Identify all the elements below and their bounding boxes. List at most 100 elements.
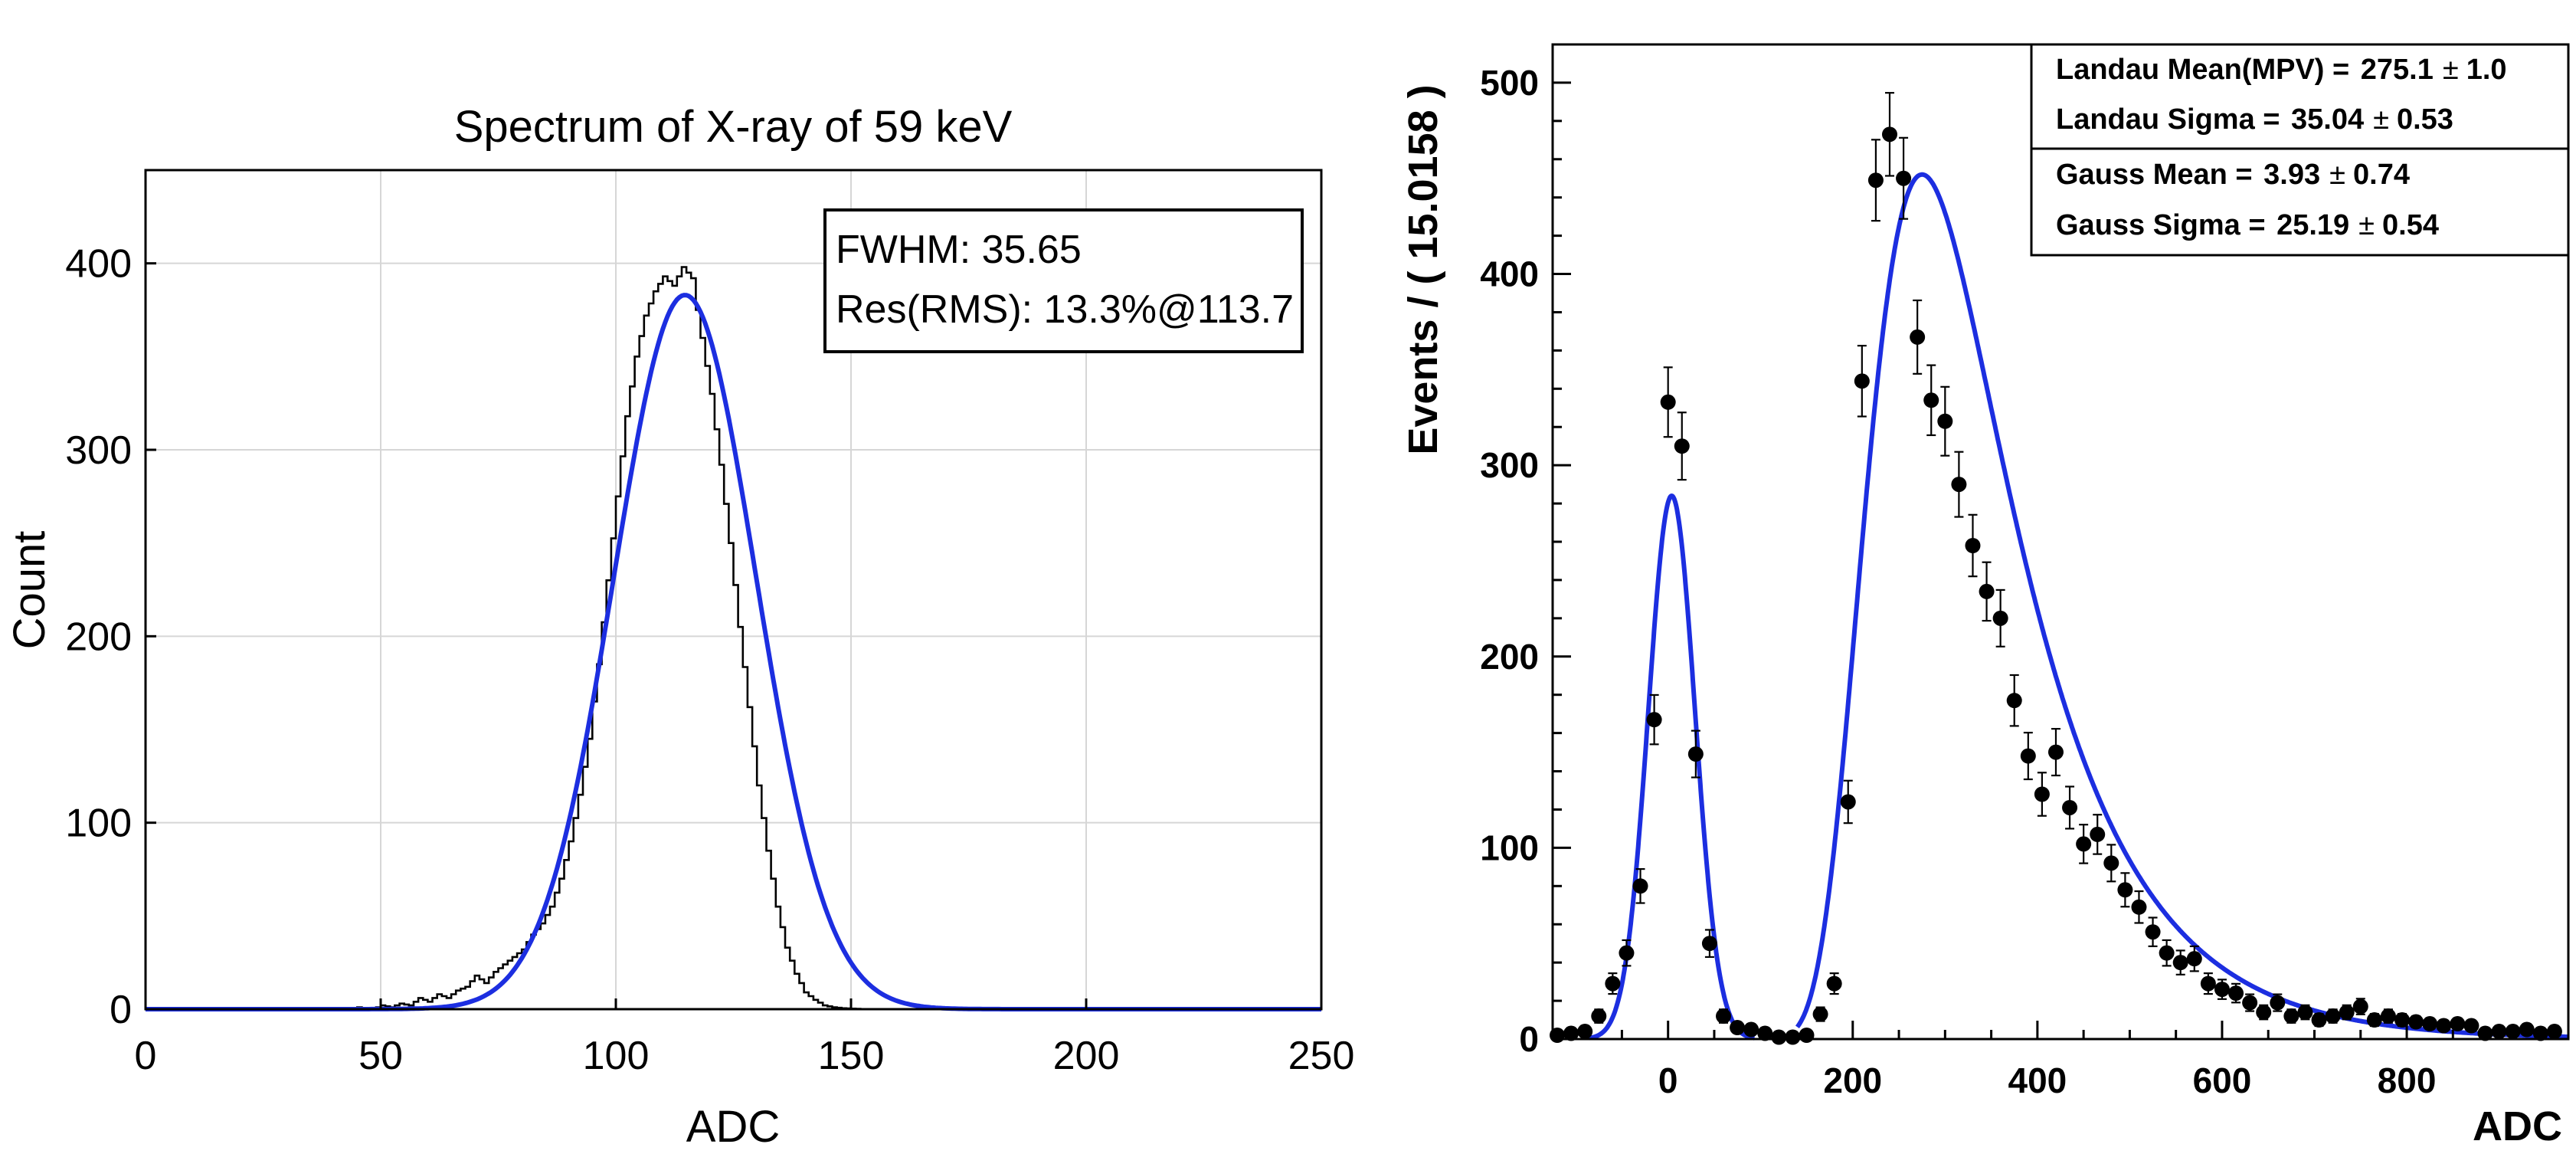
- data-point: [2436, 1018, 2452, 1034]
- marker: [2436, 1018, 2452, 1034]
- plot-frame: [144, 169, 1323, 1011]
- y-tick-label: 400: [65, 242, 132, 287]
- data-point: [2311, 1012, 2327, 1028]
- marker: [2463, 1018, 2479, 1034]
- y-tick-label: 500: [1480, 63, 1539, 103]
- marker: [2546, 1024, 2562, 1040]
- data-point: [2519, 1021, 2535, 1038]
- stats-landau-sigma: Landau Sigma = 35.04 ±0.53: [2056, 103, 2453, 136]
- stats-box: FWHM: 35.65 Res(RMS): 13.3%@113.7: [823, 208, 1304, 353]
- y-tick-label: 100: [1480, 828, 1539, 867]
- data-point: [2214, 979, 2230, 1000]
- marker: [2076, 836, 2092, 852]
- marker: [2006, 693, 2022, 709]
- x-axis-label: ADC: [686, 1102, 780, 1152]
- x-tick-label: 0: [1658, 1061, 1678, 1100]
- marker: [2200, 975, 2216, 992]
- stats-box-frame: [823, 208, 1304, 353]
- data-point: [2006, 674, 2022, 727]
- marker: [1743, 1021, 1759, 1038]
- axis-ticks: 0 200 400 600 800 0 100 200 300 400 500: [1480, 43, 2547, 1100]
- data-point: [2408, 1014, 2424, 1030]
- marker: [2186, 951, 2202, 967]
- data-point: [2228, 982, 2244, 1004]
- marker: [1605, 975, 1621, 992]
- data-point: [1910, 299, 1926, 375]
- marker: [1910, 329, 1926, 345]
- left-chart: Spectrum of X-ray of 59 keV 0 50 100 150 200…: [5, 102, 1354, 1152]
- data-point: [2352, 998, 2368, 1015]
- y-tick-label: 400: [1480, 254, 1539, 294]
- x-tick-label: 200: [1053, 1034, 1120, 1078]
- data-point: [2145, 916, 2161, 948]
- data-point: [2034, 772, 2050, 817]
- data-point: [1660, 366, 1676, 438]
- marker: [1826, 975, 1842, 992]
- gaussian-fit-curve: [1589, 493, 1755, 1041]
- marker: [1632, 878, 1648, 894]
- data-point: [1716, 1008, 1732, 1025]
- marker: [2145, 924, 2161, 940]
- data-point: [1826, 972, 1842, 995]
- data-point: [1591, 1008, 1607, 1025]
- data-point: [2297, 1004, 2313, 1021]
- marker: [2131, 899, 2147, 915]
- data-point: [2076, 824, 2092, 864]
- y-tick-label: 300: [1480, 445, 1539, 485]
- x-tick-label: 800: [2378, 1061, 2437, 1100]
- data-point: [2422, 1016, 2438, 1032]
- marker: [2450, 1016, 2466, 1032]
- marker: [1619, 945, 1635, 961]
- data-point: [1619, 939, 1635, 967]
- marker: [1992, 610, 2008, 626]
- data-point: [1923, 364, 1939, 437]
- right-chart: 0 200 400 600 800 0 100 200 300 400 500 ADC Events…: [1400, 43, 2570, 1149]
- marker: [2325, 1008, 2341, 1025]
- data-point: [2103, 844, 2119, 883]
- x-tick-label: 100: [583, 1034, 650, 1078]
- data-point: [1577, 1024, 1593, 1040]
- marker: [2311, 1012, 2327, 1028]
- marker: [2380, 1008, 2396, 1025]
- marker: [2256, 1005, 2272, 1021]
- data-point: [1812, 1006, 1828, 1022]
- data-point: [2380, 1008, 2396, 1025]
- marker: [2062, 799, 2078, 815]
- stats-gauss-sigma: Gauss Sigma = 25.19 ±0.54: [2056, 209, 2439, 241]
- marker: [2090, 826, 2106, 842]
- marker: [2034, 786, 2050, 802]
- marker: [2242, 995, 2258, 1011]
- marker: [1785, 1029, 1801, 1045]
- marker: [1687, 746, 1704, 762]
- x-tick-label: 150: [818, 1034, 885, 1078]
- data-point: [1840, 779, 1856, 825]
- y-tick-label: 100: [65, 802, 132, 846]
- axis-ticks: 0 50 100 150 200 250 0 100 200 300 400: [65, 242, 1354, 1078]
- x-tick-label: 50: [358, 1034, 403, 1078]
- marker: [1701, 936, 1717, 952]
- data-point: [2186, 945, 2202, 972]
- data-point: [1867, 139, 1884, 222]
- data-point: [2283, 1008, 2299, 1025]
- stats-gauss-mean: Gauss Mean = 3.93 ±0.74: [2056, 159, 2410, 191]
- marker: [1771, 1029, 1787, 1045]
- marker: [1577, 1024, 1593, 1040]
- y-tick-label: 200: [1480, 637, 1539, 677]
- data-point: [2270, 993, 2286, 1012]
- marker: [2422, 1016, 2438, 1032]
- data-point: [2062, 785, 2078, 830]
- data-point: [1730, 1020, 1746, 1036]
- marker: [2103, 855, 2119, 871]
- data-point: [2325, 1008, 2341, 1025]
- data-point: [2117, 872, 2133, 908]
- x-tick-label: 200: [1823, 1061, 1882, 1100]
- marker: [2159, 945, 2175, 961]
- data-point: [1605, 972, 1621, 995]
- data-point: [2463, 1018, 2479, 1034]
- marker: [1730, 1020, 1746, 1036]
- marker: [2228, 985, 2244, 1002]
- data-point: [2366, 1012, 2382, 1028]
- marker: [2270, 995, 2286, 1011]
- stats-resolution: Res(RMS): 13.3%@113.7: [836, 287, 1294, 332]
